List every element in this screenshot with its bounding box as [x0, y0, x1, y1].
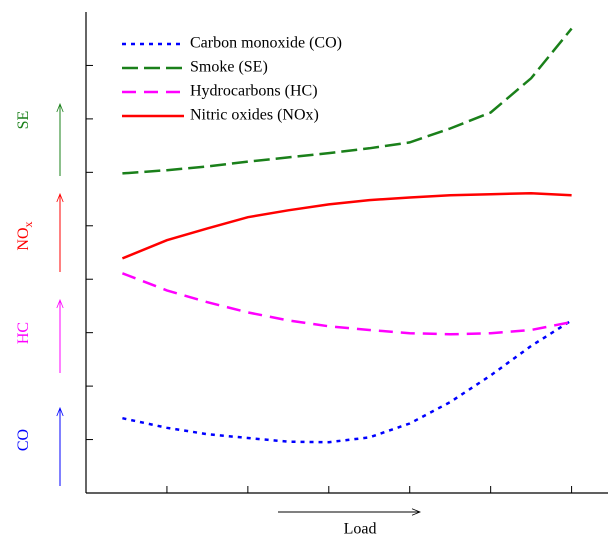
series-line: [122, 27, 573, 175]
side-label-text: NO: [15, 227, 32, 250]
side-label: HC: [15, 322, 32, 344]
side-label: SE: [15, 111, 32, 130]
series-line: [122, 319, 573, 444]
side-label: NOx: [15, 221, 35, 250]
legend-label: Hydrocarbons (HC): [190, 83, 318, 100]
legend-label: Smoke (SE): [190, 59, 268, 76]
side-label-sub: x: [21, 221, 35, 227]
legend-label: Carbon monoxide (CO): [190, 35, 342, 52]
series-line: [121, 191, 572, 260]
legend-label: Nitric oxides (NOx): [190, 107, 319, 124]
x-axis-label: Load: [344, 521, 377, 538]
side-label-text: HC: [15, 322, 32, 344]
side-label-text: SE: [15, 111, 32, 130]
side-label: CO: [15, 429, 32, 451]
side-label-text: CO: [15, 429, 32, 451]
series-line: [121, 272, 572, 336]
